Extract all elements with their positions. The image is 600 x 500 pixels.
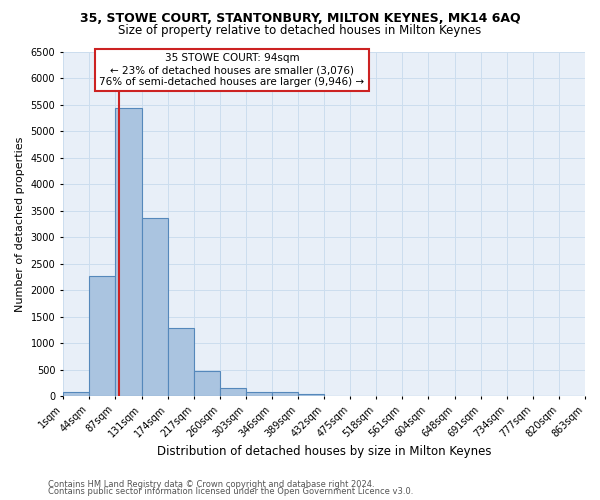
Bar xyxy=(115,108,142,397)
Text: Contains HM Land Registry data © Crown copyright and database right 2024.: Contains HM Land Registry data © Crown c… xyxy=(48,480,374,489)
Bar xyxy=(142,218,168,396)
Bar xyxy=(194,372,220,396)
Bar xyxy=(63,392,89,396)
Text: Size of property relative to detached houses in Milton Keynes: Size of property relative to detached ho… xyxy=(118,24,482,37)
Bar xyxy=(220,388,246,396)
Bar xyxy=(89,276,115,396)
Text: 35, STOWE COURT, STANTONBURY, MILTON KEYNES, MK14 6AQ: 35, STOWE COURT, STANTONBURY, MILTON KEY… xyxy=(80,12,520,26)
Text: 35 STOWE COURT: 94sqm
← 23% of detached houses are smaller (3,076)
76% of semi-d: 35 STOWE COURT: 94sqm ← 23% of detached … xyxy=(100,54,364,86)
X-axis label: Distribution of detached houses by size in Milton Keynes: Distribution of detached houses by size … xyxy=(157,444,491,458)
Bar xyxy=(168,328,194,396)
Y-axis label: Number of detached properties: Number of detached properties xyxy=(15,136,25,312)
Bar xyxy=(246,392,272,396)
Bar xyxy=(272,392,298,396)
Bar xyxy=(298,394,324,396)
Text: Contains public sector information licensed under the Open Government Licence v3: Contains public sector information licen… xyxy=(48,487,413,496)
